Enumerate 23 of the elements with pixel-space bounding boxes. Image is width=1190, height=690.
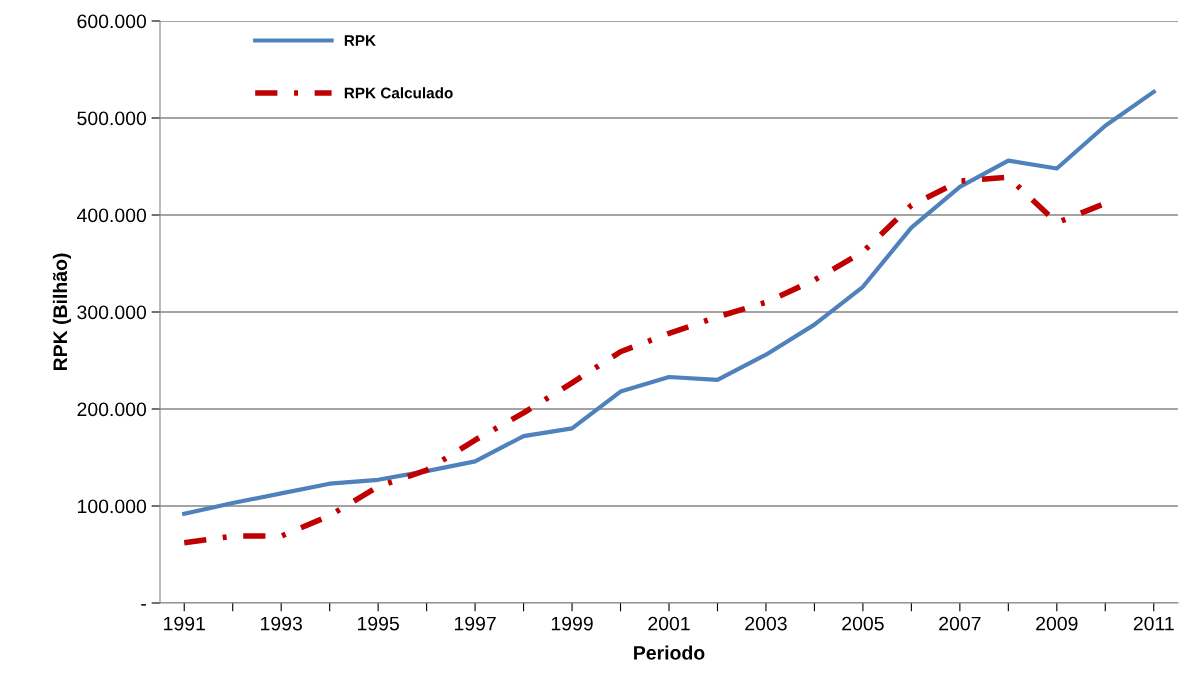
x-axis-title: Periodo: [634, 645, 705, 660]
x-tick-label: 2005: [842, 616, 884, 631]
x-tick-label: 2003: [745, 616, 787, 631]
x-tick-label: 1993: [261, 616, 302, 631]
x-tick-label: 2001: [648, 616, 690, 631]
y-tick-label: -: [141, 604, 146, 606]
y-tick-label: 100.000: [78, 499, 147, 514]
x-tick-label: 2009: [1036, 616, 1078, 631]
y-tick-label: 200.000: [77, 402, 147, 417]
legend-label: RPK: [344, 35, 376, 46]
y-tick-label: 600.000: [77, 14, 147, 29]
y-tick-label: 400.000: [76, 208, 147, 223]
x-tick-label: 1995: [358, 616, 399, 631]
y-axis-title: RPK (Bilhão): [52, 253, 71, 371]
line-series: [182, 89, 1156, 516]
x-tick-label: 1999: [551, 616, 593, 631]
x-tick-label: 2007: [939, 616, 981, 631]
x-tick-label: 1991: [164, 616, 205, 631]
x-tick-label: 2011: [1133, 616, 1174, 631]
legend-label: RPK Calculado: [344, 87, 453, 99]
x-tick-label: 1997: [454, 616, 496, 631]
y-tick-label: 300.000: [77, 305, 147, 320]
y-tick-label: 500.000: [77, 111, 147, 126]
